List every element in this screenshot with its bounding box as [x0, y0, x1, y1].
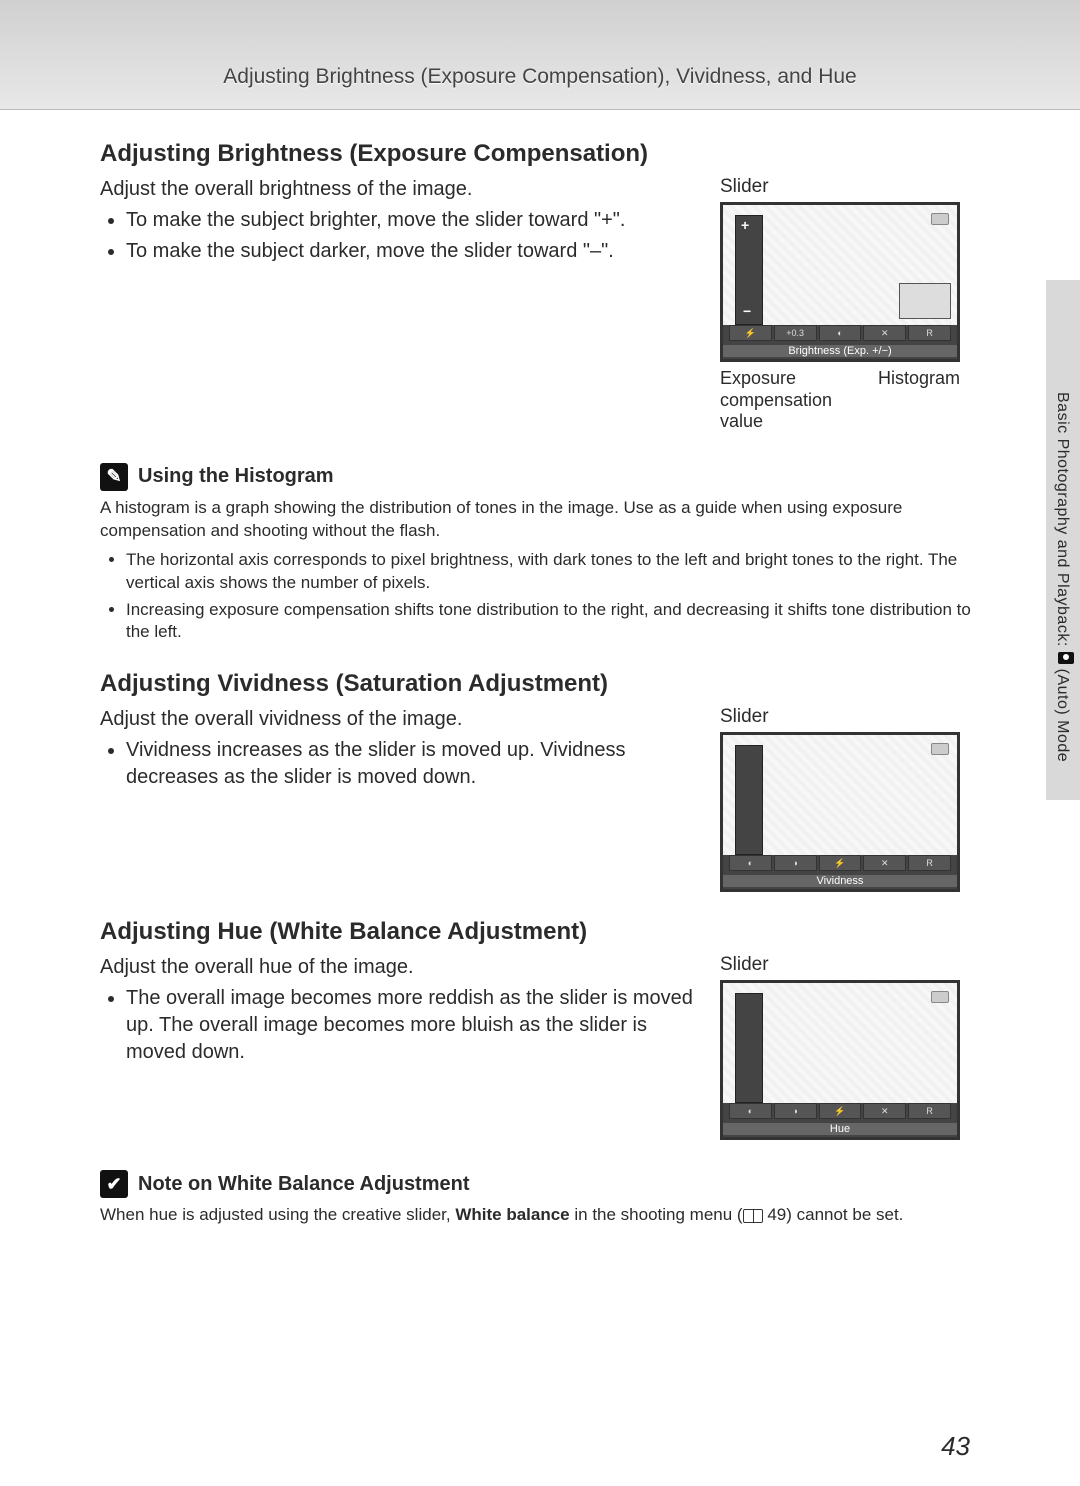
sd-card-icon: [931, 213, 949, 225]
camera-icon: [1058, 652, 1074, 664]
screen-bottom-strip: ◐ ◑ ⚡ ✕ R Vividness: [723, 855, 957, 889]
camera-screen-brightness: + − ⚡ +0.3 ◐ ✕ R Brightness (Exp. +/−): [720, 202, 960, 362]
mode-icon: R: [908, 325, 951, 341]
check-icon: ✔: [100, 1170, 128, 1198]
sd-card-icon: [931, 991, 949, 1003]
note-wb-ref: 49) cannot be set.: [763, 1205, 904, 1224]
minus-icon: −: [743, 303, 751, 319]
mode-icon: R: [908, 1103, 951, 1119]
mode-icon: ✕: [863, 855, 906, 871]
section-vividness-heading: Adjusting Vividness (Saturation Adjustme…: [100, 670, 980, 698]
screen-callouts: Exposure compensation value Histogram: [720, 368, 960, 433]
mode-icon: ◐: [819, 325, 862, 341]
side-tab-suffix: (Auto) Mode: [1054, 664, 1071, 762]
mode-icon: ⚡: [819, 855, 862, 871]
histogram-preview: [899, 283, 951, 319]
note-wb-mid: in the shooting menu (: [570, 1205, 743, 1224]
pencil-icon: ✎: [100, 463, 128, 491]
screen-caption: Hue: [723, 1123, 957, 1135]
mode-icon: ◑: [774, 855, 817, 871]
mode-icon: ✕: [863, 1103, 906, 1119]
note-wb-heading: ✔ Note on White Balance Adjustment: [100, 1170, 980, 1198]
list-item: Vividness increases as the slider is mov…: [126, 737, 696, 791]
sd-card-icon: [931, 743, 949, 755]
section-brightness-heading: Adjusting Brightness (Exposure Compensat…: [100, 140, 980, 168]
list-item: To make the subject brighter, move the s…: [126, 207, 696, 234]
slider-label: Slider: [720, 954, 980, 976]
slider-label: Slider: [720, 706, 980, 728]
screen-caption: Vividness: [723, 875, 957, 887]
note-wb-bold: White balance: [455, 1205, 569, 1224]
list-item: The horizontal axis corresponds to pixel…: [126, 549, 980, 595]
mode-icon: ✕: [863, 325, 906, 341]
mode-icon: ◑: [774, 1103, 817, 1119]
section-hue-intro: Adjust the overall hue of the image.: [100, 954, 696, 981]
screen-icons-row: ◐ ◑ ⚡ ✕ R: [723, 855, 957, 871]
histogram-note-heading: ✎ Using the Histogram: [100, 463, 980, 491]
header-title: Adjusting Brightness (Exposure Compensat…: [0, 65, 1080, 89]
note-wb-before: When hue is adjusted using the creative …: [100, 1205, 455, 1224]
list-item: To make the subject darker, move the sli…: [126, 238, 696, 265]
mode-icon: R: [908, 855, 951, 871]
section-hue-heading: Adjusting Hue (White Balance Adjustment): [100, 918, 980, 946]
section-vividness-intro: Adjust the overall vividness of the imag…: [100, 706, 696, 733]
screen-bottom-strip: ⚡ +0.3 ◐ ✕ R Brightness (Exp. +/−): [723, 325, 957, 359]
section-brightness-bullets: To make the subject brighter, move the s…: [100, 207, 696, 265]
camera-screen-hue: ◐ ◑ ⚡ ✕ R Hue: [720, 980, 960, 1140]
page-number: 43: [941, 1431, 970, 1462]
side-tab-prefix: Basic Photography and Playback:: [1054, 392, 1071, 652]
mode-icon: ⚡: [729, 325, 772, 341]
ev-value: +0.3: [774, 325, 817, 341]
callout-ev-value: Exposure compensation value: [720, 368, 878, 433]
section-brightness-intro: Adjust the overall brightness of the ima…: [100, 176, 696, 203]
histogram-heading-text: Using the Histogram: [138, 465, 334, 488]
mode-icon: ◐: [729, 1103, 772, 1119]
histogram-body: A histogram is a graph showing the distr…: [100, 497, 980, 543]
slider-label: Slider: [720, 176, 980, 198]
camera-screen-vividness: ◐ ◑ ⚡ ✕ R Vividness: [720, 732, 960, 892]
note-wb-heading-text: Note on White Balance Adjustment: [138, 1173, 470, 1196]
list-item: The overall image becomes more reddish a…: [126, 985, 696, 1066]
screen-caption: Brightness (Exp. +/−): [723, 345, 957, 357]
slider-bar: [735, 745, 763, 855]
slider-bar: [735, 993, 763, 1103]
plus-icon: +: [741, 217, 749, 233]
manual-ref-icon: [743, 1209, 763, 1223]
histogram-bullets: The horizontal axis corresponds to pixel…: [100, 549, 980, 645]
list-item: Increasing exposure compensation shifts …: [126, 599, 980, 645]
mode-icon: ◐: [729, 855, 772, 871]
section-vividness-bullets: Vividness increases as the slider is mov…: [100, 737, 696, 791]
screen-icons-row: ⚡ +0.3 ◐ ✕ R: [723, 325, 957, 341]
note-wb-body: When hue is adjusted using the creative …: [100, 1204, 980, 1227]
screen-bottom-strip: ◐ ◑ ⚡ ✕ R Hue: [723, 1103, 957, 1137]
mode-icon: ⚡: [819, 1103, 862, 1119]
callout-histogram: Histogram: [878, 368, 960, 433]
section-hue-bullets: The overall image becomes more reddish a…: [100, 985, 696, 1066]
header-band: Adjusting Brightness (Exposure Compensat…: [0, 0, 1080, 110]
side-tab-text: Basic Photography and Playback: (Auto) M…: [1053, 392, 1074, 762]
screen-icons-row: ◐ ◑ ⚡ ✕ R: [723, 1103, 957, 1119]
